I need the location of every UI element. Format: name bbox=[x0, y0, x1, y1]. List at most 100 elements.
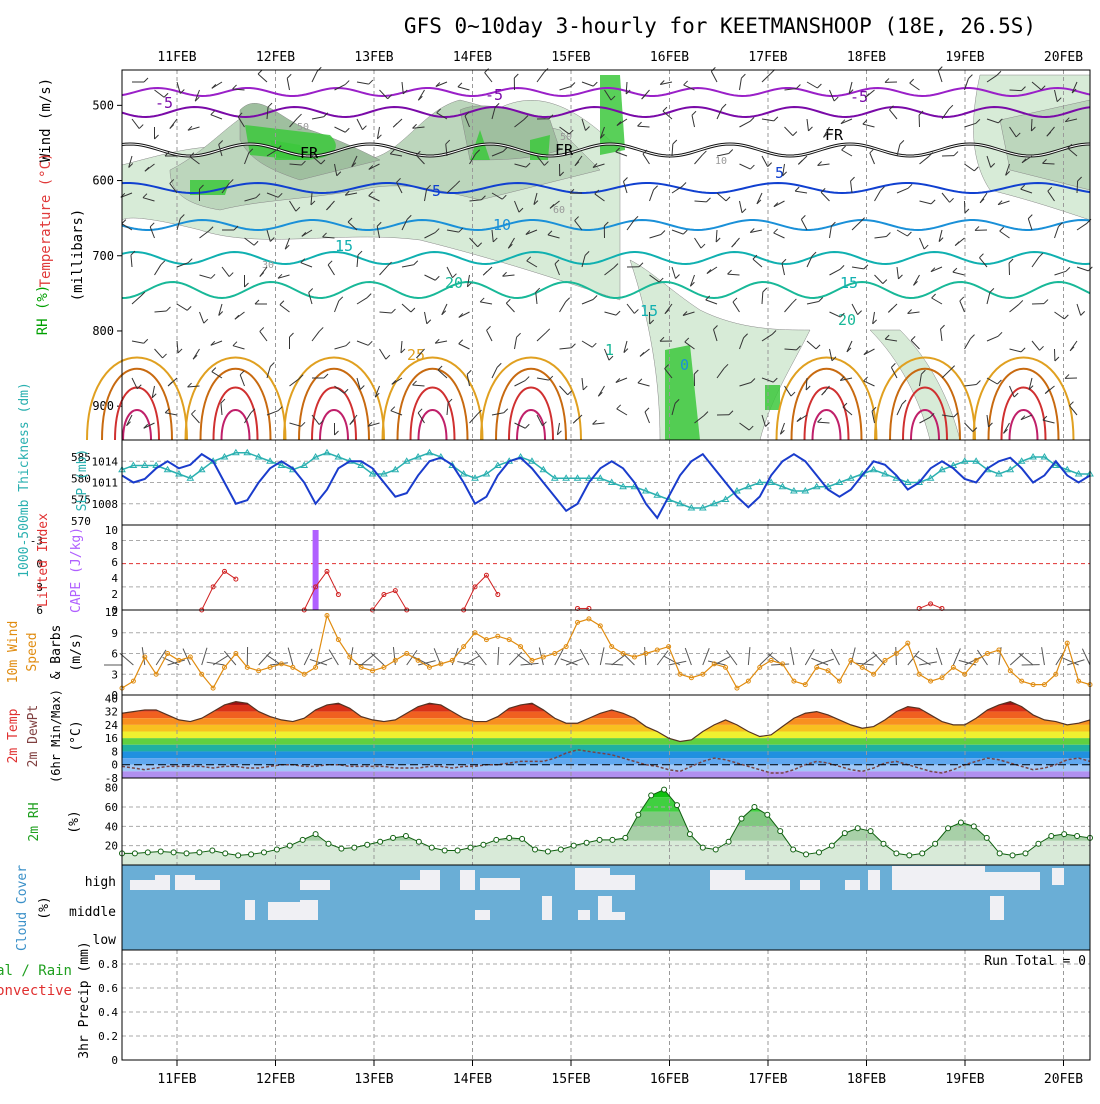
cloud-high-block bbox=[745, 880, 790, 890]
wind-barb-flag bbox=[1045, 390, 1049, 394]
wind-barb bbox=[335, 127, 346, 132]
wind-barb-flag bbox=[483, 271, 487, 275]
contour-label: 10 bbox=[715, 156, 727, 167]
precip-label-unit: 3hr Precip (mm) bbox=[77, 941, 92, 1058]
date-label: 13FEB bbox=[354, 1072, 393, 1087]
rh-marker bbox=[158, 849, 163, 854]
wind-barb-flag bbox=[1040, 346, 1044, 350]
wind-barb bbox=[200, 312, 204, 323]
surface-wind-barb bbox=[600, 647, 604, 665]
wind-barb bbox=[942, 193, 950, 202]
wind-barb-flag bbox=[427, 320, 431, 324]
rh-marker bbox=[958, 820, 963, 825]
wind-barb-flag bbox=[1039, 253, 1043, 257]
wind-barb bbox=[987, 336, 998, 341]
surface-wind-barb bbox=[645, 647, 646, 665]
wind-barb-flag bbox=[798, 160, 802, 164]
wind-barb-flag bbox=[260, 327, 264, 331]
thickness-label: 1000-500mb Thickness (dm) bbox=[17, 382, 32, 578]
rh-marker bbox=[558, 847, 563, 852]
wind-barb bbox=[875, 191, 881, 201]
wind-barb-flag bbox=[976, 381, 980, 385]
date-label: 11FEB bbox=[157, 50, 196, 65]
rh-marker bbox=[571, 843, 576, 848]
wind-barb-flag bbox=[413, 381, 417, 385]
wind-barb bbox=[627, 304, 634, 313]
wind-barb-flag bbox=[898, 275, 902, 279]
wind-barb-flag bbox=[362, 126, 366, 130]
wind-barb bbox=[132, 119, 139, 129]
wind-barb-flag bbox=[682, 182, 686, 186]
surface-wind-barb bbox=[862, 655, 877, 665]
surface-wind-barb bbox=[329, 650, 338, 665]
wind-barb-flag bbox=[391, 309, 395, 313]
rh-marker bbox=[674, 803, 679, 808]
precip-tick-label: 0.8 bbox=[98, 958, 118, 971]
rh-marker bbox=[1023, 851, 1028, 856]
wind-barb bbox=[942, 370, 951, 378]
wind-barb-flag bbox=[858, 311, 862, 315]
wind-barb-flag bbox=[525, 424, 529, 428]
wind-barb-flag bbox=[661, 230, 665, 234]
wind-barb bbox=[762, 292, 763, 304]
wind-barb-flag bbox=[960, 297, 964, 301]
wind-barb-flag bbox=[571, 344, 575, 348]
rh-marker bbox=[610, 837, 615, 842]
cloud-high-block bbox=[610, 875, 635, 890]
wind-barb-flag bbox=[793, 132, 797, 136]
contour-label: 50 bbox=[297, 122, 309, 133]
cape-label: CAPE (J/kg) bbox=[69, 527, 84, 613]
wind-barb bbox=[155, 349, 163, 358]
wind-barb-flag bbox=[309, 288, 313, 292]
surface-wind-barb bbox=[418, 661, 435, 665]
wind-barb-flag bbox=[750, 165, 754, 169]
cape-tick-label: 8 bbox=[111, 540, 118, 553]
cape-bar bbox=[313, 530, 319, 610]
wind-barb bbox=[309, 292, 312, 304]
wind-barb-flag bbox=[979, 254, 983, 258]
wind-barb-flag bbox=[864, 265, 868, 269]
wind-barb-flag bbox=[391, 407, 395, 411]
wind-barb bbox=[515, 381, 526, 386]
date-label: 20FEB bbox=[1044, 1072, 1083, 1087]
surface-wind-barb bbox=[475, 651, 486, 665]
wind-barb-flag bbox=[480, 298, 484, 302]
wind-barb-flag bbox=[949, 105, 953, 109]
precip-tick-label: 0 bbox=[111, 1054, 118, 1067]
wind-barb bbox=[987, 378, 997, 384]
panel-frame bbox=[122, 610, 1090, 695]
rh-marker bbox=[649, 793, 654, 798]
rh-marker bbox=[946, 826, 951, 831]
temp-tick-label: 8 bbox=[111, 745, 118, 758]
wind-barb bbox=[643, 154, 650, 164]
wind-barb-flag bbox=[258, 70, 262, 74]
wind-barb bbox=[221, 403, 222, 415]
wind-barb bbox=[485, 73, 492, 82]
wind-barb bbox=[830, 349, 832, 361]
rh-saturated bbox=[765, 385, 780, 410]
wind-barb bbox=[740, 164, 751, 169]
wind-barb bbox=[200, 231, 210, 238]
wind-barb-flag bbox=[702, 151, 706, 155]
wind-barb bbox=[593, 423, 605, 424]
wind-barb bbox=[920, 156, 929, 164]
wind-barb-flag bbox=[504, 409, 508, 413]
cloud-high-block bbox=[845, 880, 860, 890]
contour-label: 15 bbox=[640, 302, 658, 320]
rh-marker bbox=[249, 852, 254, 857]
date-label: 12FEB bbox=[256, 50, 295, 65]
rh-marker bbox=[494, 837, 499, 842]
temp-band bbox=[122, 751, 1090, 758]
rh-marker bbox=[455, 848, 460, 853]
wind-barb bbox=[801, 219, 807, 230]
wind-barb-flag bbox=[517, 333, 521, 337]
wind-barb bbox=[492, 367, 497, 378]
rh-marker bbox=[816, 850, 821, 855]
wind-barb-flag bbox=[1028, 215, 1032, 219]
rh-marker bbox=[1075, 834, 1080, 839]
wind-barb bbox=[795, 191, 807, 193]
wind-barb bbox=[1043, 163, 1055, 164]
wind-barb-flag bbox=[144, 339, 148, 343]
